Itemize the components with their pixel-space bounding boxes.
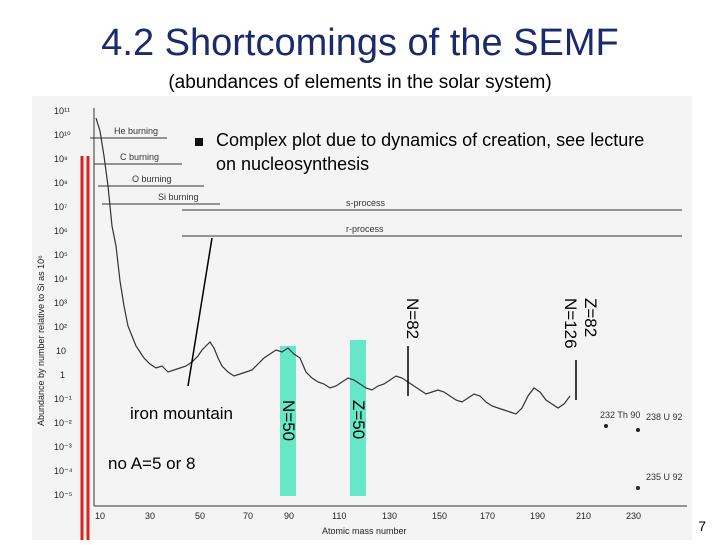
abundance-plot: 10¹¹ 10¹⁰ 10⁹ 10⁸ 10⁷ 10⁶ 10⁵ 10⁴ 10³ 10… bbox=[32, 96, 692, 540]
y-tick-label: 10⁻⁴ bbox=[54, 466, 73, 476]
burning-label: Si burning bbox=[158, 192, 199, 202]
process-label: s-process bbox=[346, 198, 386, 208]
x-tick-label: 130 bbox=[382, 511, 397, 521]
x-tick-label: 190 bbox=[530, 511, 545, 521]
no-a5-a8-label: no A=5 or 8 bbox=[108, 454, 196, 473]
x-tick-label: 170 bbox=[480, 511, 495, 521]
x-tick-label: 70 bbox=[243, 511, 253, 521]
th-point bbox=[604, 424, 608, 428]
slide-title: 4.2 Shortcomings of the SEMF bbox=[101, 22, 619, 64]
bullet-marker bbox=[195, 138, 203, 146]
n50-label: N=50 bbox=[279, 400, 298, 442]
x-axis-label: Atomic mass number bbox=[322, 526, 407, 536]
y-tick-label: 10 bbox=[56, 346, 66, 356]
page-number: 7 bbox=[698, 518, 706, 534]
z82-label: Z=82 bbox=[581, 298, 600, 338]
y-tick-label: 10⁹ bbox=[54, 154, 68, 164]
bullet-text: Complex plot due to dynamics of creation… bbox=[216, 130, 645, 174]
y-tick-labels: 10¹¹ 10¹⁰ 10⁹ 10⁸ 10⁷ 10⁶ 10⁵ 10⁴ 10³ 10… bbox=[54, 106, 73, 500]
y-tick-label: 10¹¹ bbox=[54, 106, 70, 116]
x-tick-label: 90 bbox=[284, 511, 294, 521]
x-tick-label: 10 bbox=[95, 511, 105, 521]
isotope-label: 235 U 92 bbox=[646, 472, 683, 482]
y-tick-label: 10⁷ bbox=[54, 202, 67, 212]
iron-mountain-pointer bbox=[187, 237, 213, 387]
n126-label: N=126 bbox=[561, 298, 580, 349]
n82-label: N=82 bbox=[403, 298, 422, 340]
u235-point bbox=[636, 486, 640, 490]
x-tick-label: 30 bbox=[145, 511, 155, 521]
y-tick-label: 10⁴ bbox=[54, 274, 68, 284]
y-tick-label: 10⁸ bbox=[54, 178, 68, 188]
y-tick-label: 10¹⁰ bbox=[54, 130, 71, 140]
abundance-figure: 10¹¹ 10¹⁰ 10⁹ 10⁸ 10⁷ 10⁶ 10⁵ 10⁴ 10³ 10… bbox=[36, 106, 687, 540]
burning-label: He burning bbox=[114, 126, 158, 136]
x-tick-label: 50 bbox=[195, 511, 205, 521]
y-tick-label: 1 bbox=[60, 370, 65, 380]
x-tick-label: 210 bbox=[576, 511, 591, 521]
n50-band bbox=[280, 346, 296, 496]
process-label: r-process bbox=[346, 224, 384, 234]
y-tick-label: 10⁻⁵ bbox=[54, 490, 73, 500]
y-tick-label: 10⁶ bbox=[54, 226, 68, 236]
x-tick-label: 150 bbox=[432, 511, 447, 521]
isotope-label: 238 U 92 bbox=[646, 412, 683, 422]
iron-mountain-label: iron mountain bbox=[130, 404, 234, 423]
y-tick-label: 10⁻¹ bbox=[54, 394, 72, 404]
y-axis-label: Abundance by number relative to Si as 10… bbox=[36, 255, 46, 426]
burning-label: C burning bbox=[120, 152, 159, 162]
y-tick-label: 10² bbox=[54, 322, 67, 332]
y-tick-label: 10⁻³ bbox=[54, 442, 72, 452]
isotope-label: 232 Th 90 bbox=[600, 410, 640, 420]
z50-band bbox=[350, 340, 366, 496]
y-tick-label: 10³ bbox=[54, 298, 67, 308]
abundance-curve bbox=[95, 117, 571, 415]
y-tick-label: 10⁻² bbox=[54, 418, 72, 428]
x-tick-labels: 10 30 50 70 90 110 130 150 170 190 210 2… bbox=[95, 511, 641, 521]
slide-subtitle: (abundances of elements in the solar sys… bbox=[168, 72, 552, 93]
x-tick-label: 230 bbox=[626, 511, 641, 521]
y-tick-label: 10⁵ bbox=[54, 250, 68, 260]
u238-point bbox=[636, 428, 640, 432]
burning-label: O burning bbox=[132, 174, 172, 184]
x-tick-label: 110 bbox=[332, 511, 346, 521]
z50-label: Z=50 bbox=[349, 400, 368, 440]
